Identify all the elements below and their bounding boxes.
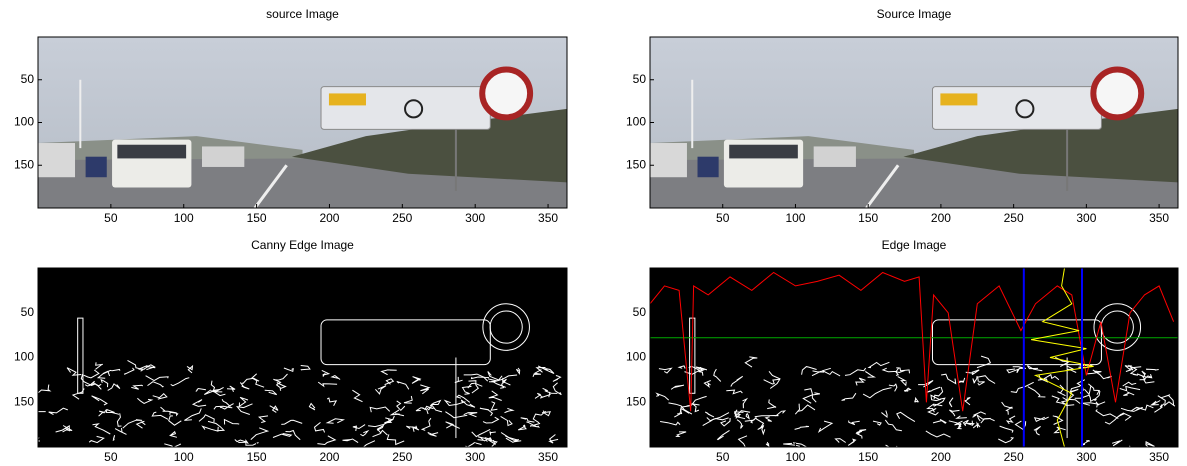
x-tick-label: 250 [392,450,412,464]
x-tick-label: 300 [1076,450,1096,464]
speed-sign [482,69,530,117]
x-tick-label: 200 [319,211,339,225]
x-tick-label: 100 [174,211,194,225]
page: {"chart_data": [ {"type": "image", "titl… [0,0,1187,466]
bus [202,146,244,167]
speed-sign [1093,69,1141,117]
x-tick-label: 50 [104,450,118,464]
van-window [117,145,186,159]
x-tick-label: 300 [465,450,485,464]
subplot-title: Canny Edge Image [251,238,354,252]
x-tick-label: 50 [716,450,730,464]
x-tick-label: 350 [538,450,558,464]
subplot-title: source Image [266,7,339,21]
x-tick-label: 100 [174,450,194,464]
subplot-title: Edge Image [882,238,947,252]
y-tick-label: 150 [14,157,34,171]
subplot-title: Source Image [877,7,952,21]
x-tick-label: 150 [247,450,267,464]
edge-background [38,268,567,447]
car [698,157,719,178]
x-tick-label: 350 [1149,450,1169,464]
y-tick-label: 150 [626,157,646,171]
x-tick-label: 350 [1149,211,1169,225]
x-tick-label: 300 [1076,211,1096,225]
van-window [729,145,798,159]
sign-yellow [940,93,977,105]
x-tick-label: 50 [716,211,730,225]
x-tick-label: 350 [538,211,558,225]
y-tick-label: 50 [633,72,647,86]
truck [38,143,75,177]
x-tick-label: 250 [1004,211,1024,225]
y-tick-label: 100 [626,350,646,364]
image [38,37,567,208]
x-tick-label: 250 [1004,450,1024,464]
image [650,268,1178,453]
x-tick-label: 150 [247,211,267,225]
x-tick-label: 200 [319,450,339,464]
image [25,268,567,451]
x-tick-label: 150 [858,211,878,225]
x-tick-label: 200 [931,450,951,464]
y-tick-label: 50 [633,305,647,319]
y-tick-label: 50 [21,72,35,86]
bus [814,146,856,167]
y-tick-label: 100 [14,350,34,364]
y-tick-label: 100 [626,115,646,129]
sign-yellow [329,93,366,105]
y-tick-label: 100 [14,115,34,129]
x-tick-label: 300 [465,211,485,225]
car [86,157,107,178]
image [650,37,1178,208]
figure: source Image 50 100 150 200 250 300 350 50 100 150… [0,0,1187,466]
x-tick-label: 250 [392,211,412,225]
x-tick-label: 100 [785,211,805,225]
x-tick-label: 50 [104,211,118,225]
x-tick-label: 150 [858,450,878,464]
x-tick-label: 200 [931,211,951,225]
truck [650,143,687,177]
y-tick-label: 150 [626,394,646,408]
y-tick-label: 150 [14,394,34,408]
x-tick-label: 100 [785,450,805,464]
y-tick-label: 50 [21,305,35,319]
edge-background [650,268,1178,447]
